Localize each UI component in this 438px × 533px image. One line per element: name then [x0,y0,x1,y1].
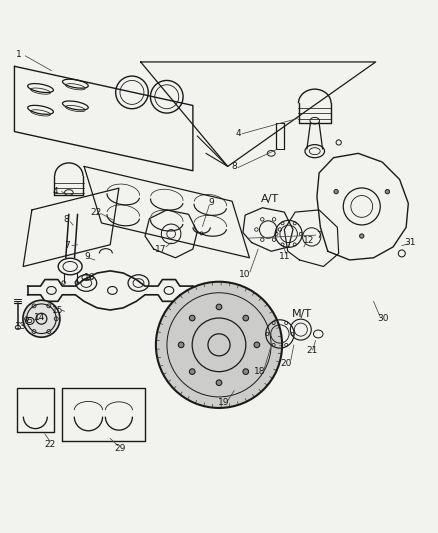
Text: 20: 20 [281,359,292,368]
Text: 11: 11 [279,252,290,261]
Text: 31: 31 [405,238,416,247]
Ellipse shape [216,304,222,310]
Ellipse shape [178,342,184,348]
Text: 30: 30 [377,314,389,323]
Text: 13: 13 [15,321,26,330]
Text: M/T: M/T [292,309,312,319]
Ellipse shape [189,315,195,321]
Text: 15: 15 [52,305,64,314]
Text: 22: 22 [91,207,102,216]
Ellipse shape [243,369,249,375]
Text: A/T: A/T [261,194,279,204]
Ellipse shape [243,315,249,321]
Text: 8: 8 [231,162,237,171]
Text: 9: 9 [208,198,214,207]
Text: 10: 10 [239,270,251,279]
Text: 22: 22 [45,440,56,449]
Ellipse shape [189,369,195,375]
Text: 29: 29 [114,444,125,453]
Text: 17: 17 [155,245,166,254]
Text: 14: 14 [34,313,46,322]
Text: 12: 12 [303,236,314,245]
Ellipse shape [334,189,338,194]
Ellipse shape [254,342,260,348]
Text: 4: 4 [236,130,241,138]
Ellipse shape [385,189,389,194]
Text: 16: 16 [84,273,95,282]
Text: 21: 21 [306,345,318,354]
Text: 4: 4 [53,187,59,196]
Text: 19: 19 [218,398,229,407]
Ellipse shape [23,300,60,337]
Text: 7: 7 [65,241,71,250]
Ellipse shape [216,380,222,385]
Ellipse shape [156,282,282,408]
Ellipse shape [360,234,364,238]
Text: 8: 8 [63,215,69,224]
Text: 9: 9 [85,252,90,261]
Text: 18: 18 [254,367,265,376]
Text: 1: 1 [16,50,21,59]
Text: 7: 7 [316,231,322,240]
